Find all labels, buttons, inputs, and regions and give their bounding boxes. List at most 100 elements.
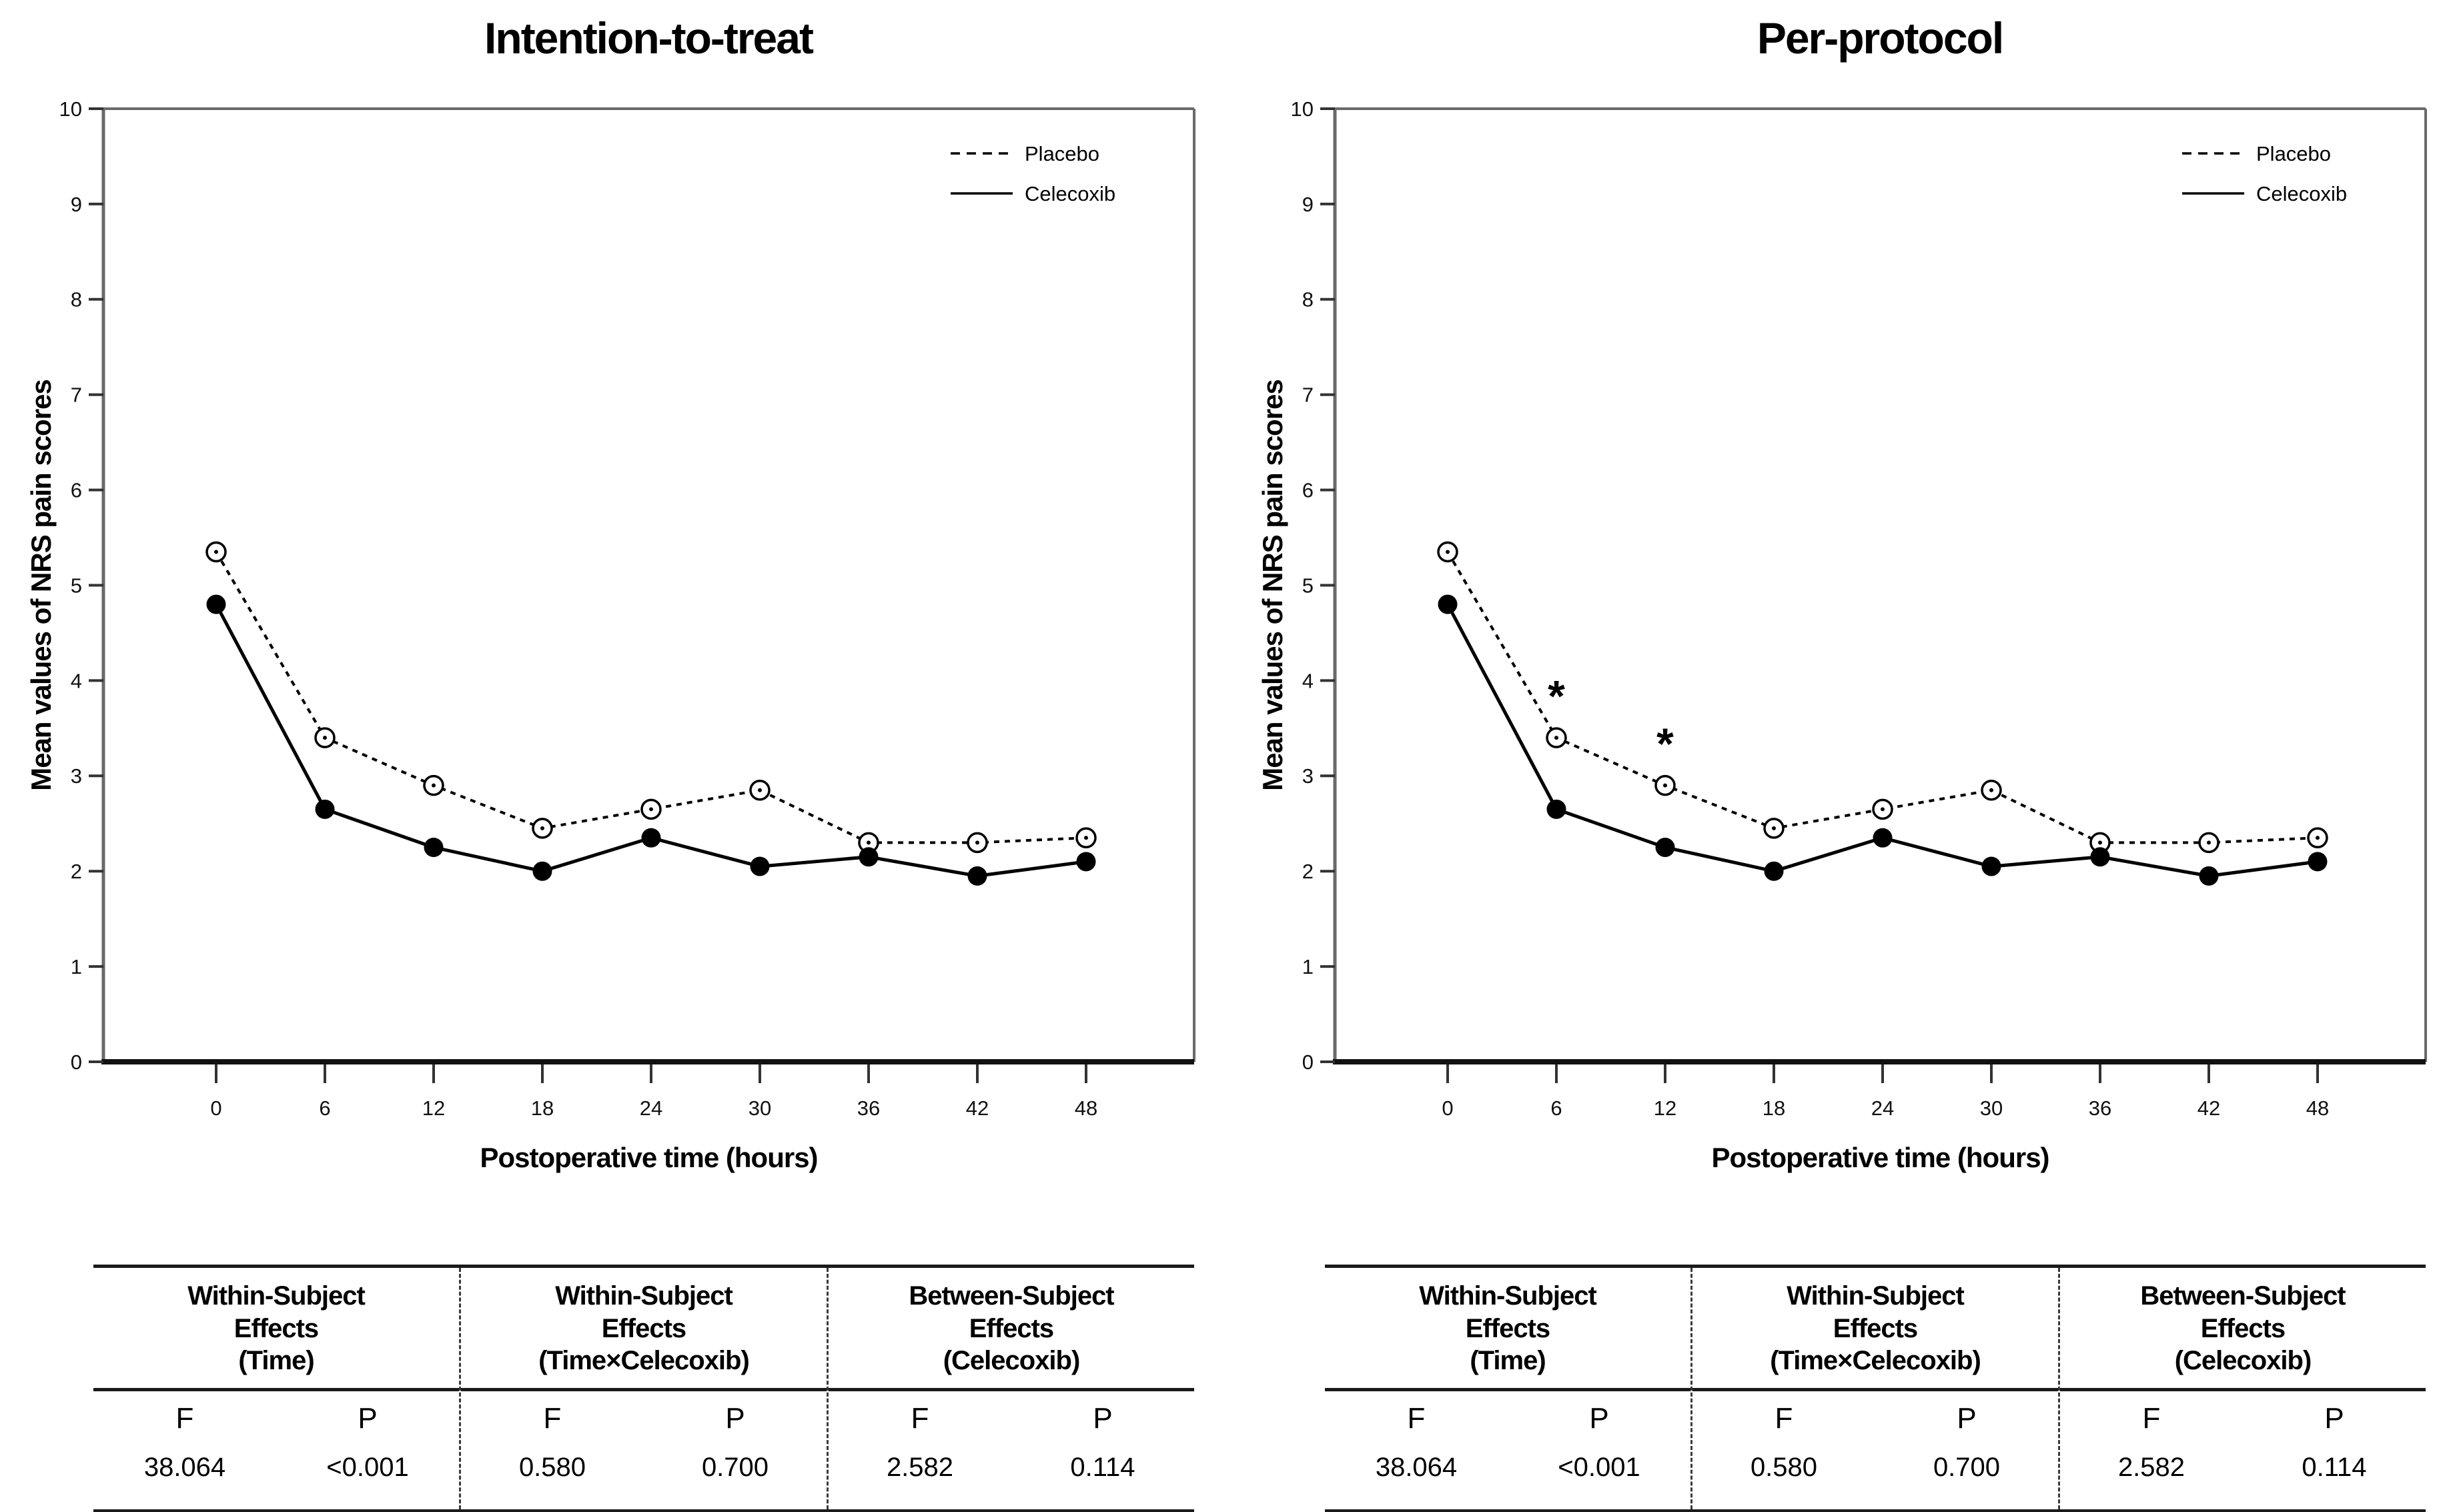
effects-table-pp: Within-Subject Effects (Time) F P 38.064… xyxy=(1325,1265,2426,1512)
y-tick-label: 1 xyxy=(1302,955,1314,978)
marker-placebo-center-dot xyxy=(1772,826,1776,830)
marker-celecoxib xyxy=(532,861,552,881)
f-value: 38.064 xyxy=(1375,1453,1458,1482)
marker-celecoxib xyxy=(641,828,661,848)
f-value: 0.580 xyxy=(518,1453,586,1482)
x-tick-label: 18 xyxy=(1763,1096,1785,1120)
p-label: P xyxy=(358,1402,378,1435)
chart-title: Intention-to-treat xyxy=(484,13,814,63)
header-line: (Celecoxib) xyxy=(943,1346,1081,1376)
header-line: Effects xyxy=(1465,1313,1550,1343)
p-label: P xyxy=(1589,1402,1609,1435)
marker-celecoxib xyxy=(750,856,770,876)
f-value: 0.580 xyxy=(1750,1453,1818,1482)
x-tick-label: 42 xyxy=(966,1096,989,1120)
f-label: F xyxy=(543,1402,562,1435)
effects-group-header: Within-Subject Effects (Time×Celecoxib) xyxy=(461,1268,827,1391)
marker-placebo-center-dot xyxy=(649,807,653,812)
y-tick-label: 3 xyxy=(71,764,82,788)
legend-label-celecoxib: Celecoxib xyxy=(1025,182,1115,205)
f-label: F xyxy=(175,1402,194,1435)
header-line: Within-Subject xyxy=(1787,1281,1965,1311)
header-line: Effects xyxy=(601,1313,686,1343)
header-line: (Time×Celecoxib) xyxy=(1770,1346,1981,1376)
y-tick-label: 10 xyxy=(59,97,82,121)
panel-intention-to-treat: Intention-to-treat 0 1 2 3 4 5 6 7 8 9 10 0 6 12 18 24 3… xyxy=(27,0,1227,1512)
marker-celecoxib xyxy=(1438,594,1458,614)
x-tick-label: 36 xyxy=(857,1096,880,1120)
x-tick-label: 12 xyxy=(1654,1096,1676,1120)
effects-group-within-interaction: Within-Subject Effects (Time×Celecoxib) … xyxy=(459,1268,827,1509)
x-tick-label: 0 xyxy=(1442,1096,1453,1120)
marker-celecoxib xyxy=(1076,852,1096,872)
marker-celecoxib xyxy=(2308,852,2328,872)
marker-celecoxib xyxy=(2090,847,2110,867)
x-axis-title: Postoperative time (hours) xyxy=(480,1142,817,1173)
y-tick-label: 6 xyxy=(1302,478,1314,502)
marker-placebo-center-dot xyxy=(1084,836,1088,840)
marker-placebo-center-dot xyxy=(432,783,436,788)
marker-celecoxib xyxy=(1981,856,2001,876)
y-tick-label: 2 xyxy=(71,860,82,883)
effects-group-between: Between-Subject Effects (Celecoxib) F P … xyxy=(2058,1268,2426,1509)
x-tick-label: 6 xyxy=(319,1096,330,1120)
y-tick-label: 3 xyxy=(1302,764,1314,788)
p-value: <0.001 xyxy=(326,1453,409,1482)
significance-asterisk: * xyxy=(1656,719,1674,768)
p-value: 0.114 xyxy=(1070,1453,1135,1482)
y-tick-label: 5 xyxy=(1302,574,1314,597)
header-line: Effects xyxy=(233,1313,319,1343)
f-label: F xyxy=(2142,1402,2161,1435)
x-tick-label: 24 xyxy=(640,1096,662,1120)
effects-group-header: Between-Subject Effects (Celecoxib) xyxy=(2060,1268,2426,1391)
header-line: Effects xyxy=(969,1313,1054,1343)
f-label: F xyxy=(911,1402,929,1435)
f-value: 38.064 xyxy=(143,1453,226,1482)
p-label: P xyxy=(1093,1402,1113,1435)
y-tick-label: 0 xyxy=(71,1050,82,1074)
header-line: (Time) xyxy=(238,1346,314,1376)
x-tick-label: 36 xyxy=(2089,1096,2111,1120)
p-value: <0.001 xyxy=(1558,1453,1640,1482)
significance-asterisk: * xyxy=(1548,671,1565,720)
x-tick-label: 24 xyxy=(1871,1096,1894,1120)
header-line: Within-Subject xyxy=(1419,1281,1597,1311)
header-line: (Celecoxib) xyxy=(2174,1346,2312,1376)
marker-celecoxib xyxy=(859,847,879,867)
effects-group-within-interaction: Within-Subject Effects (Time×Celecoxib) … xyxy=(1690,1268,2058,1509)
y-tick-label: 8 xyxy=(1302,288,1314,311)
marker-placebo-center-dot xyxy=(1989,788,1993,792)
y-tick-label: 5 xyxy=(71,574,82,597)
header-line: (Time×Celecoxib) xyxy=(538,1346,750,1376)
header-line: Between-Subject xyxy=(2140,1281,2346,1311)
p-value: 0.114 xyxy=(2302,1453,2367,1482)
series-line-placebo xyxy=(215,551,1087,844)
x-axis-title: Postoperative time (hours) xyxy=(1711,1142,2049,1173)
x-tick-label: 18 xyxy=(531,1096,554,1120)
p-label: P xyxy=(1957,1402,1977,1435)
effects-group-within-time: Within-Subject Effects (Time) F P 38.064… xyxy=(93,1268,459,1509)
header-line: Within-Subject xyxy=(555,1281,733,1311)
y-tick-label: 2 xyxy=(1302,860,1314,883)
marker-placebo-center-dot xyxy=(2207,840,2211,845)
marker-placebo-center-dot xyxy=(1881,807,1885,812)
y-tick-label: 4 xyxy=(71,669,82,692)
p-value: 0.700 xyxy=(1933,1453,2001,1482)
y-tick-label: 1 xyxy=(71,955,82,978)
chart-title: Per-protocol xyxy=(1757,13,2003,63)
effects-group-between: Between-Subject Effects (Celecoxib) F P … xyxy=(827,1268,1194,1509)
y-tick-label: 8 xyxy=(71,288,82,311)
legend-label-celecoxib: Celecoxib xyxy=(2256,182,2347,205)
y-tick-label: 0 xyxy=(1302,1050,1314,1074)
effects-group-header: Within-Subject Effects (Time) xyxy=(93,1268,459,1391)
series-line-placebo xyxy=(1446,551,2318,844)
effects-group-header: Within-Subject Effects (Time) xyxy=(1325,1268,1690,1391)
y-tick-label: 4 xyxy=(1302,669,1314,692)
effects-table-itt: Within-Subject Effects (Time) F P 38.064… xyxy=(93,1265,1194,1512)
marker-celecoxib xyxy=(206,594,226,614)
effects-group-within-time: Within-Subject Effects (Time) F P 38.064… xyxy=(1325,1268,1690,1509)
marker-celecoxib xyxy=(1873,828,1893,848)
